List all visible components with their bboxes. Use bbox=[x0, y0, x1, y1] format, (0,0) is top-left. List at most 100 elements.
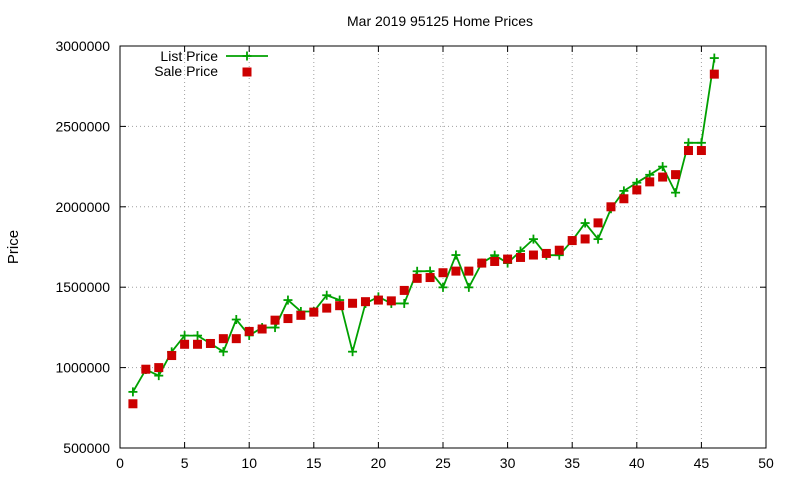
list-price-point bbox=[528, 234, 538, 244]
grid-lines bbox=[120, 46, 766, 448]
list-price-point bbox=[580, 218, 590, 228]
y-tick-label: 1500000 bbox=[55, 279, 110, 295]
list-price-point bbox=[180, 331, 190, 341]
list-price-point bbox=[658, 162, 668, 172]
x-tick-label: 20 bbox=[371, 455, 387, 471]
sale-price-point bbox=[270, 315, 280, 325]
sale-price-point bbox=[386, 296, 396, 306]
sale-price-point bbox=[593, 218, 603, 228]
x-tick-label: 45 bbox=[694, 455, 710, 471]
plot-frame bbox=[119, 45, 767, 449]
y-axis-title: Price bbox=[5, 230, 22, 264]
sale-price-point bbox=[490, 256, 500, 266]
sale-price-point bbox=[231, 334, 241, 344]
legend: List Price Sale Price bbox=[154, 48, 268, 79]
list-price-point bbox=[322, 290, 332, 300]
sale-price-point bbox=[154, 363, 164, 373]
list-price-point bbox=[348, 347, 358, 357]
sale-price-point bbox=[503, 254, 513, 264]
x-tick-label: 25 bbox=[435, 455, 451, 471]
sale-price-point bbox=[360, 297, 370, 307]
data-series bbox=[128, 53, 719, 409]
y-tick-label: 2000000 bbox=[55, 199, 110, 215]
legend-swatch-sale-price bbox=[242, 67, 252, 77]
sale-price-point bbox=[205, 338, 215, 348]
sale-price-point bbox=[541, 248, 551, 258]
y-tick-label: 3000000 bbox=[55, 38, 110, 54]
x-axis-tick-labels: 0 5 10 15 20 25 30 35 40 45 50 bbox=[116, 455, 774, 471]
sale-price-point bbox=[477, 258, 487, 268]
list-price-point bbox=[671, 188, 681, 198]
list-price-point bbox=[128, 387, 138, 397]
sale-price-point bbox=[709, 69, 719, 79]
x-tick-label: 5 bbox=[181, 455, 189, 471]
list-price-point bbox=[154, 371, 164, 381]
sale-price-point bbox=[671, 170, 681, 180]
series-sale-price bbox=[128, 69, 719, 409]
legend-label-list-price: List Price bbox=[160, 48, 218, 64]
sale-price-point bbox=[335, 301, 345, 311]
sale-price-point bbox=[218, 334, 228, 344]
list-price-point bbox=[231, 315, 241, 325]
sale-price-point bbox=[322, 303, 332, 313]
list-price-point bbox=[464, 282, 474, 292]
sale-price-point bbox=[283, 314, 293, 324]
list-price-point bbox=[593, 234, 603, 244]
sale-price-point bbox=[645, 177, 655, 187]
list-price-point bbox=[399, 298, 409, 308]
y-axis-tick-labels: 500000 1000000 1500000 2000000 2500000 300000… bbox=[55, 38, 110, 456]
x-tick-label: 0 bbox=[116, 455, 124, 471]
sale-price-point bbox=[257, 324, 267, 334]
list-price-point bbox=[438, 282, 448, 292]
sale-price-point bbox=[180, 339, 190, 349]
sale-price-point bbox=[451, 266, 461, 276]
sale-price-point bbox=[141, 364, 151, 374]
sale-price-point bbox=[683, 146, 693, 156]
list-price-point bbox=[193, 331, 203, 341]
sale-price-point bbox=[567, 236, 577, 246]
chart-title: Mar 2019 95125 Home Prices bbox=[347, 13, 533, 29]
x-tick-label: 35 bbox=[564, 455, 580, 471]
sale-price-point bbox=[464, 266, 474, 276]
x-tick-label: 15 bbox=[306, 455, 322, 471]
sale-price-point bbox=[580, 234, 590, 244]
sale-price-point bbox=[606, 202, 616, 212]
sale-price-point bbox=[296, 310, 306, 320]
sale-price-point bbox=[128, 399, 138, 409]
x-tick-label: 10 bbox=[241, 455, 257, 471]
y-tick-label: 500000 bbox=[63, 440, 110, 456]
sale-price-point bbox=[516, 252, 526, 262]
sale-price-point bbox=[658, 172, 668, 182]
sale-price-point bbox=[193, 339, 203, 349]
legend-square-marker bbox=[242, 67, 252, 77]
x-tick-label: 50 bbox=[758, 455, 774, 471]
legend-plus-marker bbox=[242, 51, 252, 61]
sale-price-point bbox=[309, 307, 319, 317]
sale-price-point bbox=[438, 268, 448, 278]
sale-price-point bbox=[696, 146, 706, 156]
x-tick-label: 40 bbox=[629, 455, 645, 471]
legend-label-sale-price: Sale Price bbox=[154, 63, 218, 79]
y-tick-label: 2500000 bbox=[55, 118, 110, 134]
sale-price-point bbox=[412, 273, 422, 283]
sale-price-point bbox=[373, 295, 383, 305]
sale-price-point bbox=[632, 185, 642, 195]
sale-price-point bbox=[167, 351, 177, 361]
sale-price-point bbox=[554, 245, 564, 255]
list-price-point bbox=[619, 186, 629, 196]
list-price-point bbox=[683, 138, 693, 148]
list-price-point bbox=[283, 295, 293, 305]
series-line-list-price bbox=[132, 57, 716, 393]
sale-price-point bbox=[619, 194, 629, 204]
sale-price-point bbox=[425, 273, 435, 283]
sale-price-point bbox=[348, 298, 358, 308]
sale-price-point bbox=[244, 326, 254, 336]
list-price-point bbox=[709, 53, 719, 63]
list-price-point bbox=[696, 138, 706, 148]
sale-price-point bbox=[528, 250, 538, 260]
list-price-point bbox=[218, 347, 228, 357]
legend-swatch-list-price bbox=[226, 51, 268, 61]
list-price-point bbox=[451, 250, 461, 260]
